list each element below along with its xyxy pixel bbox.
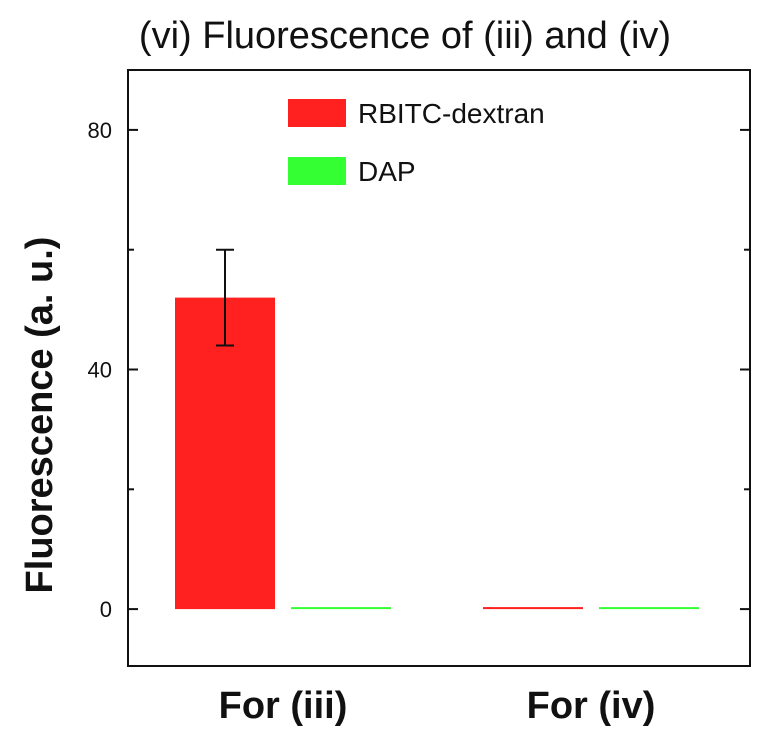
bars-layer — [175, 297, 699, 610]
legend-label-1: DAP — [358, 156, 416, 187]
legend: RBITC-dextran DAP — [288, 98, 545, 187]
legend-label-0: RBITC-dextran — [358, 98, 545, 129]
bar-0-0 — [175, 297, 275, 610]
plot-frame — [127, 69, 751, 667]
legend-swatch-1 — [288, 157, 346, 185]
plot-area: 0 40 80 For (iii) For (iv) RBITC-dextran DAP — [88, 69, 751, 727]
x-axis: For (iii) For (iv) — [219, 685, 656, 727]
bar-0-1 — [291, 607, 391, 610]
y-axis-label: Fluorescence (a. u.) — [19, 237, 61, 594]
y-tick-label-0: 0 — [100, 597, 112, 622]
x-tick-label-0: For (iii) — [219, 685, 348, 727]
error-bars-layer — [216, 248, 234, 347]
bar-1-1 — [599, 607, 699, 610]
x-tick-label-1: For (iv) — [527, 685, 656, 727]
bar-1-0 — [483, 607, 583, 610]
y-axis: 0 40 80 — [88, 118, 750, 622]
legend-swatch-0 — [288, 99, 346, 127]
chart-title: (vi) Fluorescence of (iii) and (iv) — [139, 15, 671, 57]
y-tick-label-80: 80 — [88, 118, 112, 143]
y-tick-label-40: 40 — [88, 357, 112, 382]
